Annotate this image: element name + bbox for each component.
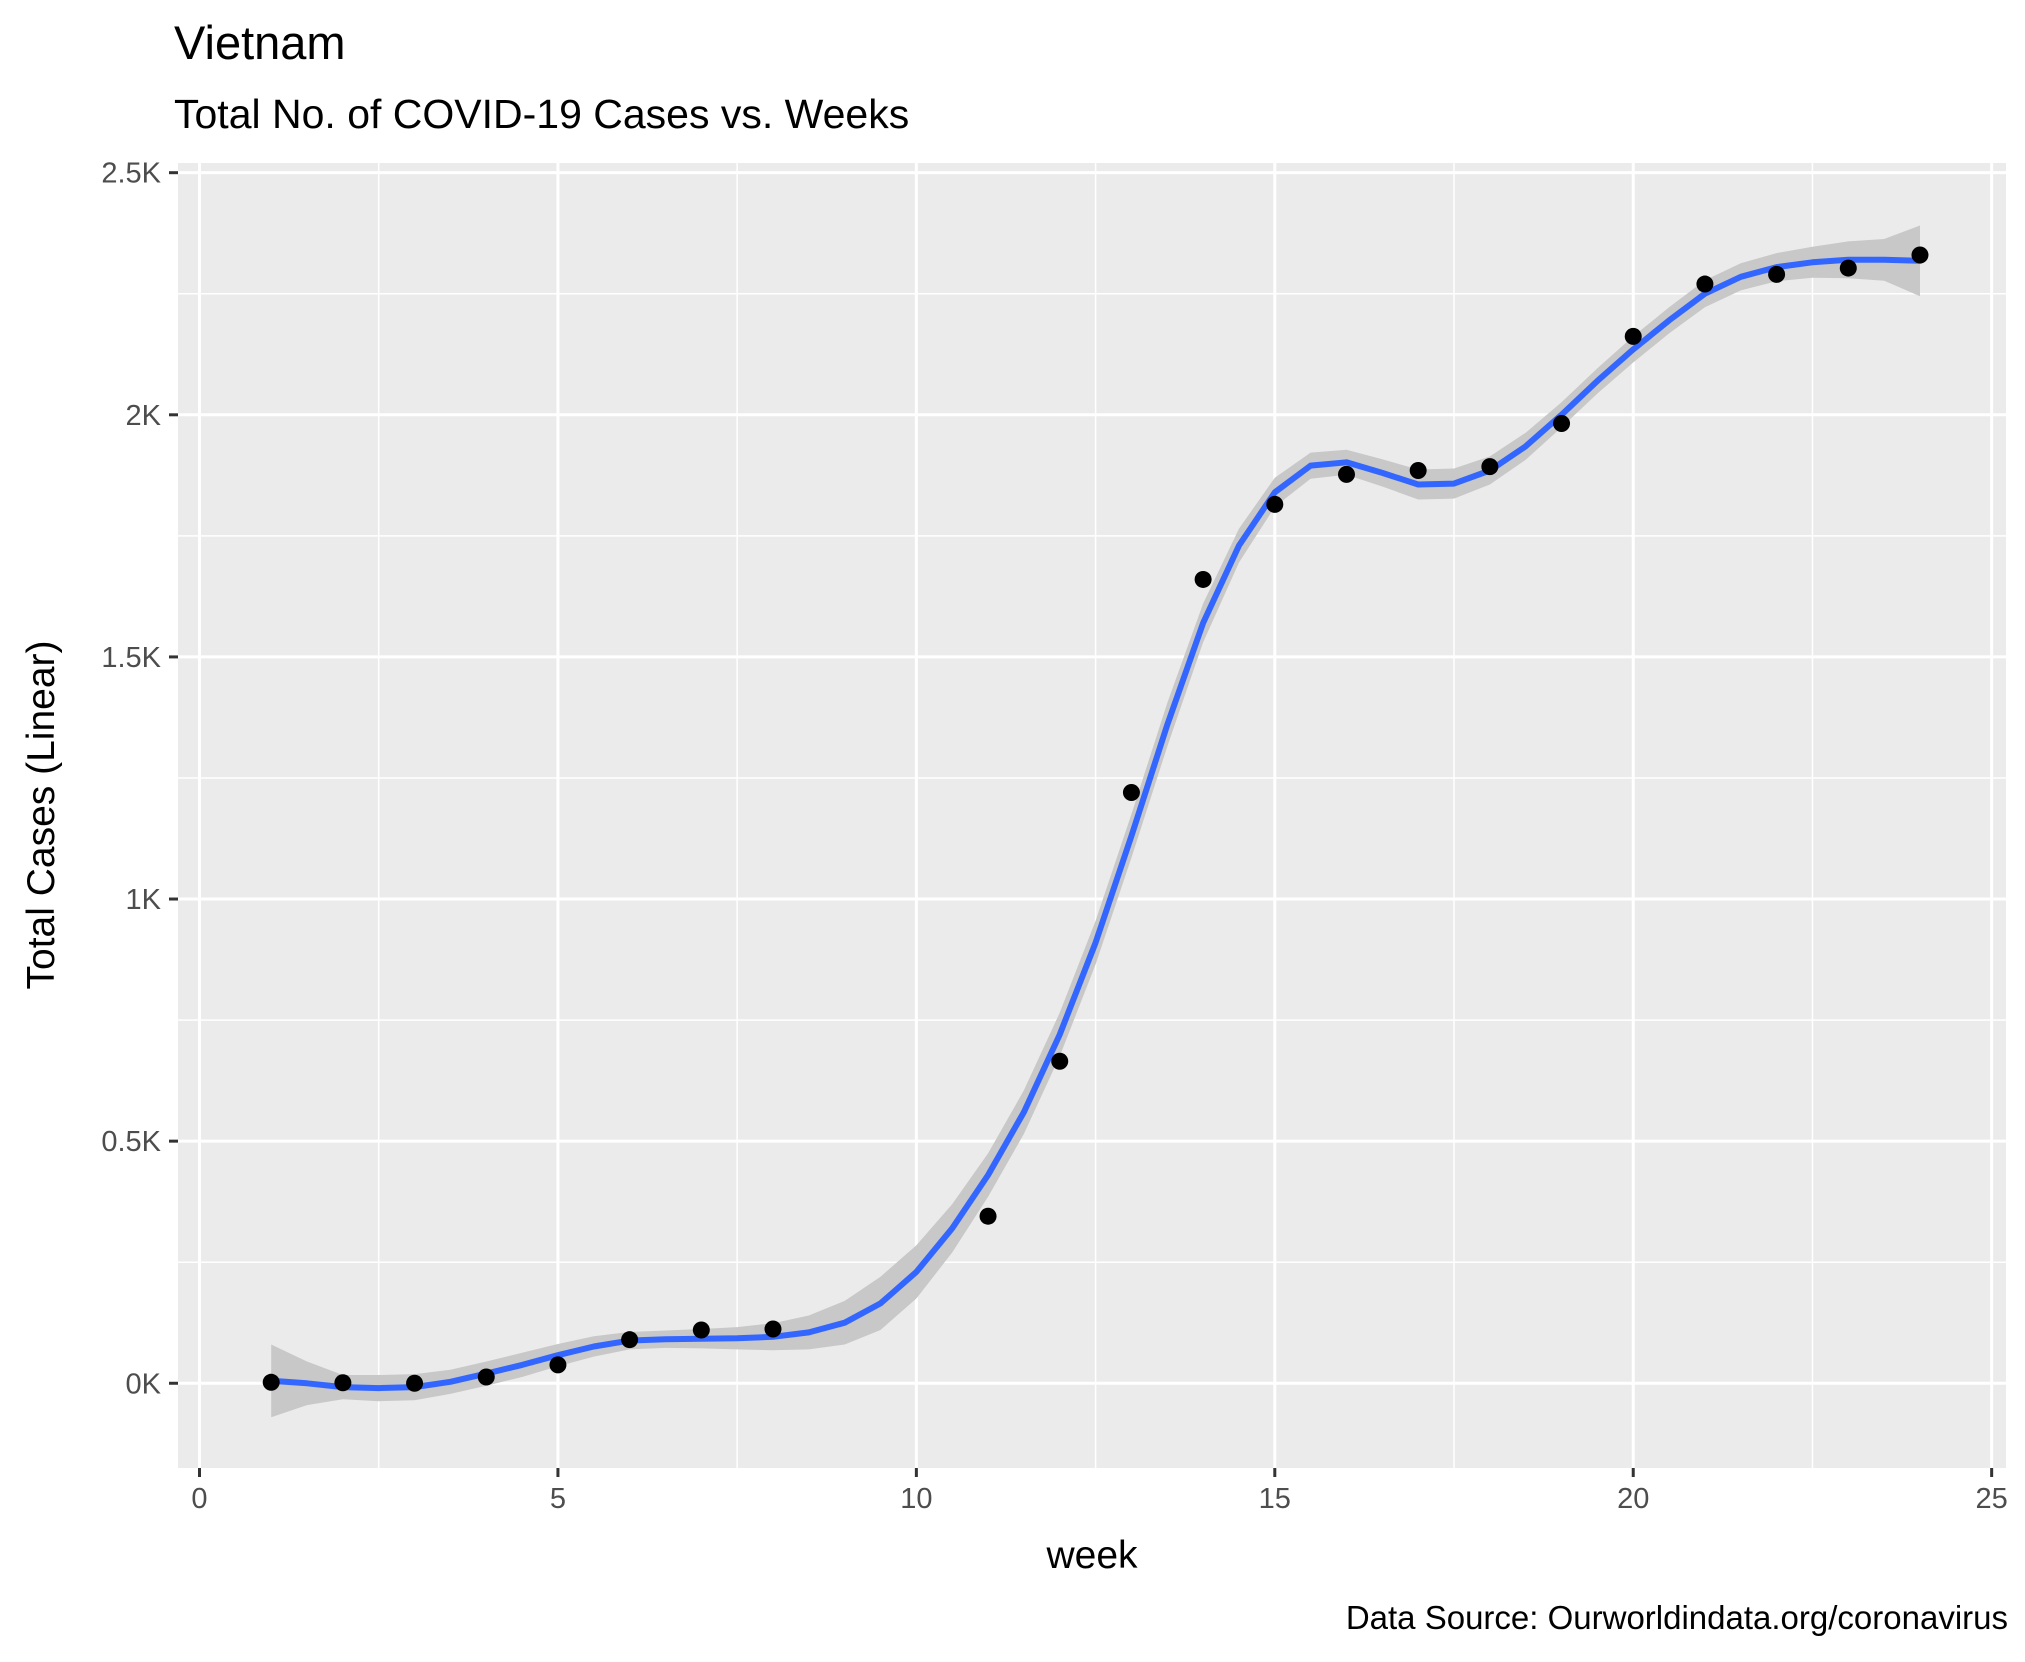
data-point [764,1320,782,1338]
x-tick-label: 25 [1976,1483,2008,1515]
plot-panel [178,163,2006,1468]
chart-title: Vietnam [174,16,346,69]
data-point [477,1368,495,1386]
data-point [1266,495,1284,513]
data-point [1624,327,1642,345]
y-tick-label: 2K [126,400,162,432]
x-tick-label: 0 [191,1483,207,1515]
x-axis: 0 5 10 15 20 25 [191,1468,2008,1515]
data-point [1911,246,1929,264]
data-point [406,1374,424,1392]
y-tick-label: 0.5K [101,1126,161,1158]
data-point [1553,415,1571,433]
data-point [1409,461,1427,479]
x-tick-label: 15 [1259,1483,1291,1515]
y-tick-label: 1.5K [101,642,161,674]
data-point [1481,458,1499,476]
chart-caption: Data Source: Ourworldindata.org/coronavi… [1346,1599,2008,1636]
x-tick-label: 5 [550,1483,566,1515]
data-point [1696,275,1714,293]
y-axis: 0K 0.5K 1K 1.5K 2K 2.5K [101,158,178,1400]
smooth-line [268,256,1923,1392]
data-point [262,1373,280,1391]
data-point [549,1356,567,1374]
x-tick-label: 20 [1617,1483,1649,1515]
x-tick-label: 10 [900,1483,932,1515]
data-point [621,1331,639,1349]
y-tick-label: 0K [126,1368,162,1400]
data-point [979,1207,997,1225]
data-point [334,1374,352,1392]
chart-subtitle: Total No. of COVID-19 Cases vs. Weeks [174,91,909,137]
data-points [262,246,1929,1392]
data-point [1768,265,1786,283]
data-point [1194,570,1212,588]
y-tick-label: 1K [126,884,162,916]
data-point [1122,783,1140,801]
x-axis-label: week [1045,1534,1138,1577]
grid-major [178,163,2006,1468]
data-point [1337,465,1355,483]
data-point [692,1321,710,1339]
y-tick-label: 2.5K [101,158,161,190]
data-point [1839,259,1857,277]
y-axis-label: Total Cases (Linear) [20,641,63,990]
data-point [1051,1052,1069,1070]
